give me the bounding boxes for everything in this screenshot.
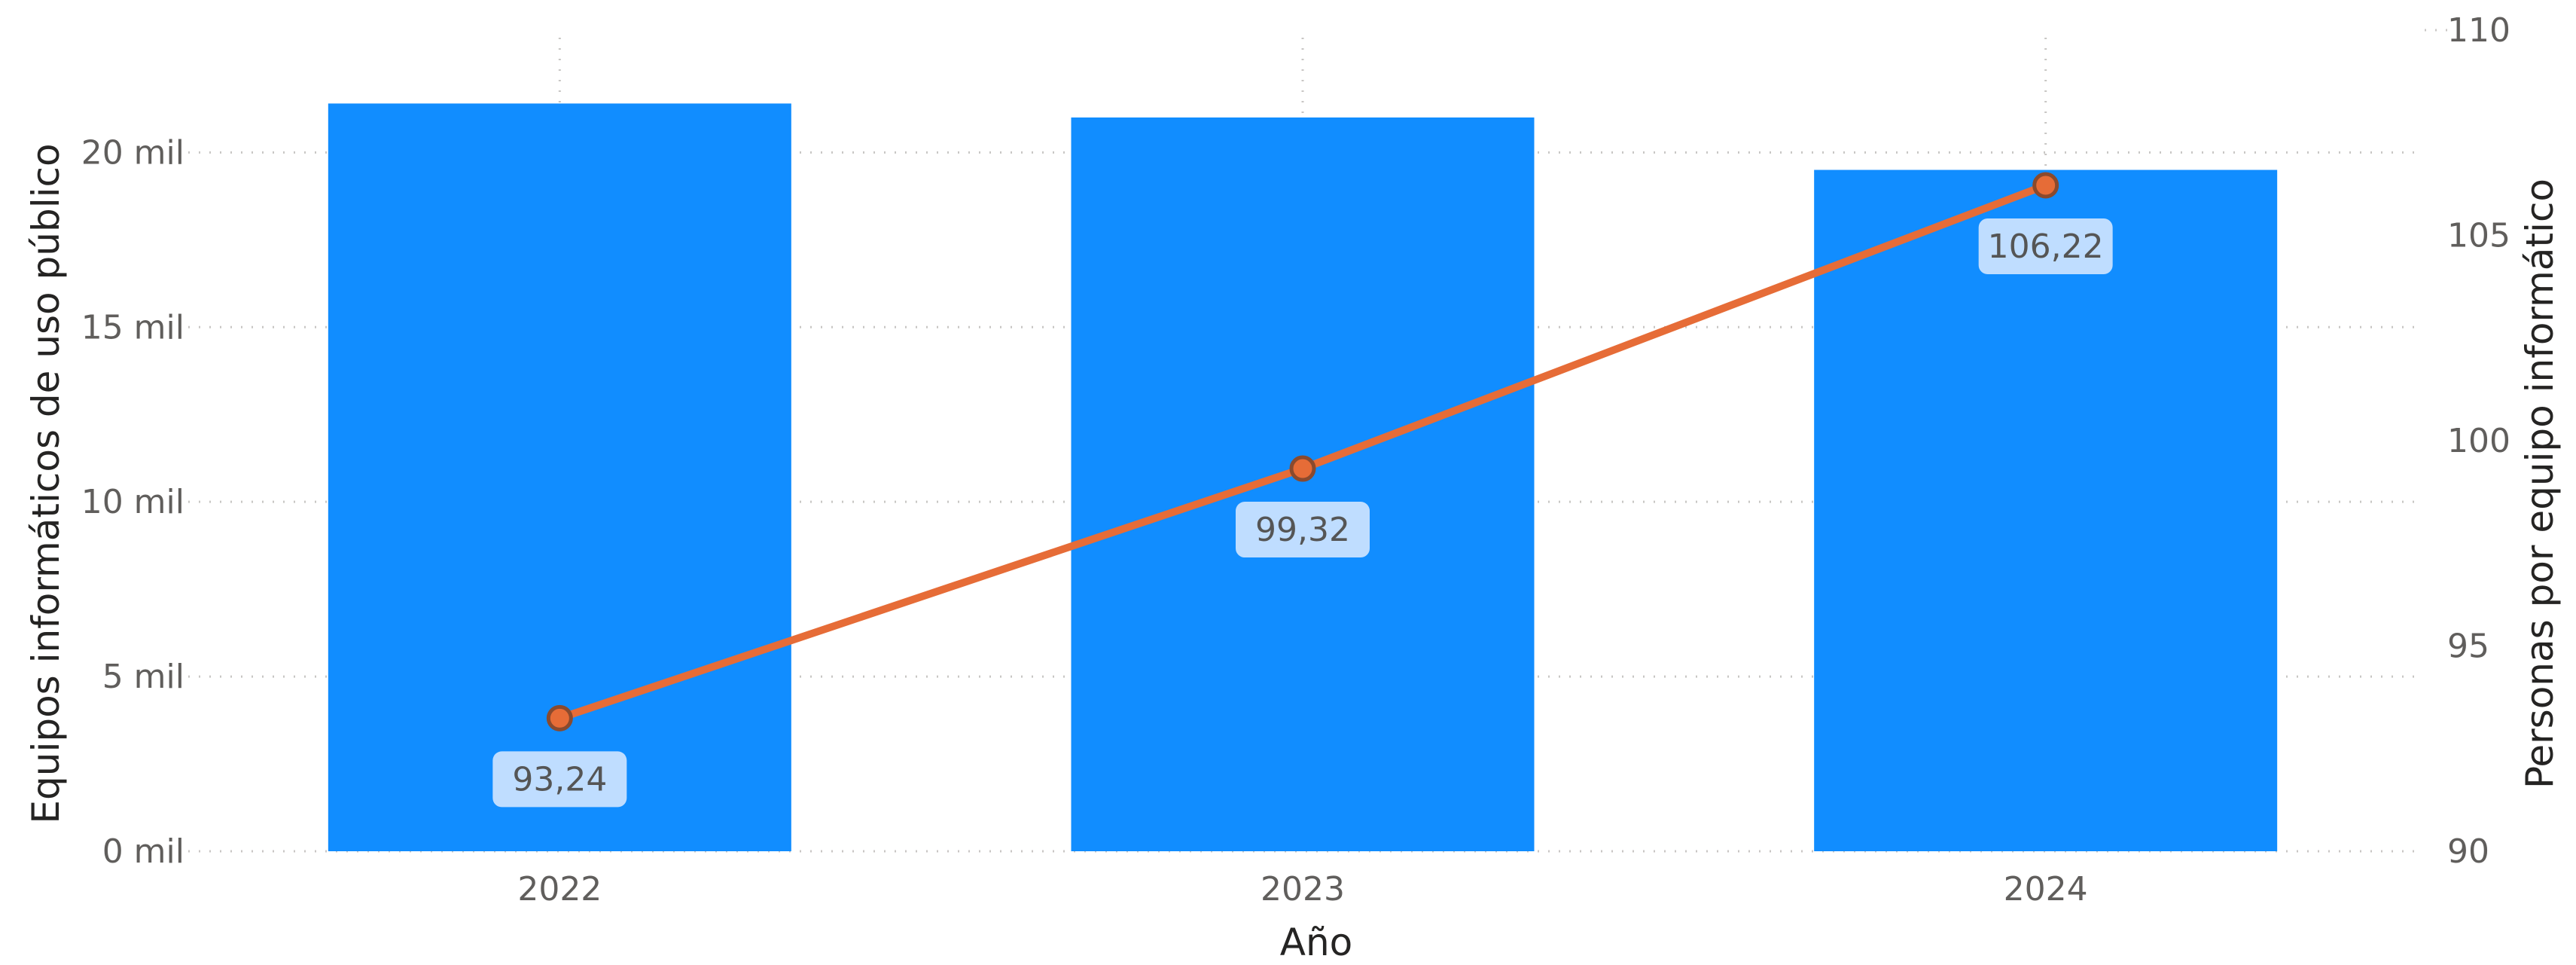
line-point-2023	[1289, 455, 1316, 482]
right-tick-label: 95	[2447, 628, 2489, 666]
line-series	[546, 172, 2059, 731]
gridlines	[188, 29, 2447, 853]
left-tick-label: 0 mil	[102, 832, 184, 871]
data-label-2023: 99,32	[1255, 511, 1350, 549]
left-axis-ticks: 0 mil 5 mil 10 mil 15 mil 20 mil	[81, 133, 184, 871]
right-tick-label: 110	[2447, 11, 2510, 50]
x-tick-label: 2022	[517, 870, 602, 909]
left-tick-label: 15 mil	[81, 308, 184, 347]
right-tick-label: 100	[2447, 422, 2510, 460]
data-label-bg-2023	[1236, 502, 1370, 558]
bar-2022	[328, 103, 791, 852]
left-tick-label: 5 mil	[102, 658, 184, 696]
data-label-bg-2024	[1978, 218, 2113, 275]
data-label-2022: 93,24	[512, 760, 607, 799]
line-point-2024	[2032, 172, 2059, 199]
x-axis-title: Año	[1280, 921, 1352, 964]
left-axis-title: Equipos informáticos de uso público	[24, 143, 68, 823]
right-axis-title: Personas por equipo informático	[2518, 179, 2562, 789]
bar-2024	[1814, 169, 2278, 851]
line-point-2022	[546, 704, 573, 731]
right-tick-label: 105	[2447, 217, 2510, 255]
left-tick-label: 10 mil	[81, 483, 184, 521]
x-tick-label: 2024	[2004, 870, 2088, 909]
x-tick-label: 2023	[1261, 870, 1345, 909]
bar-2023	[1071, 117, 1535, 851]
data-labels: 93,24 99,32 106,22	[492, 218, 2113, 808]
left-tick-label: 20 mil	[81, 133, 184, 172]
data-label-bg-2022	[492, 751, 627, 808]
right-tick-label: 90	[2447, 832, 2489, 871]
data-label-2024: 106,22	[1988, 228, 2104, 266]
right-axis-ticks: 90 95 100 105 110	[2447, 11, 2510, 871]
x-axis-ticks: 2022 2023 2024	[517, 870, 2087, 909]
